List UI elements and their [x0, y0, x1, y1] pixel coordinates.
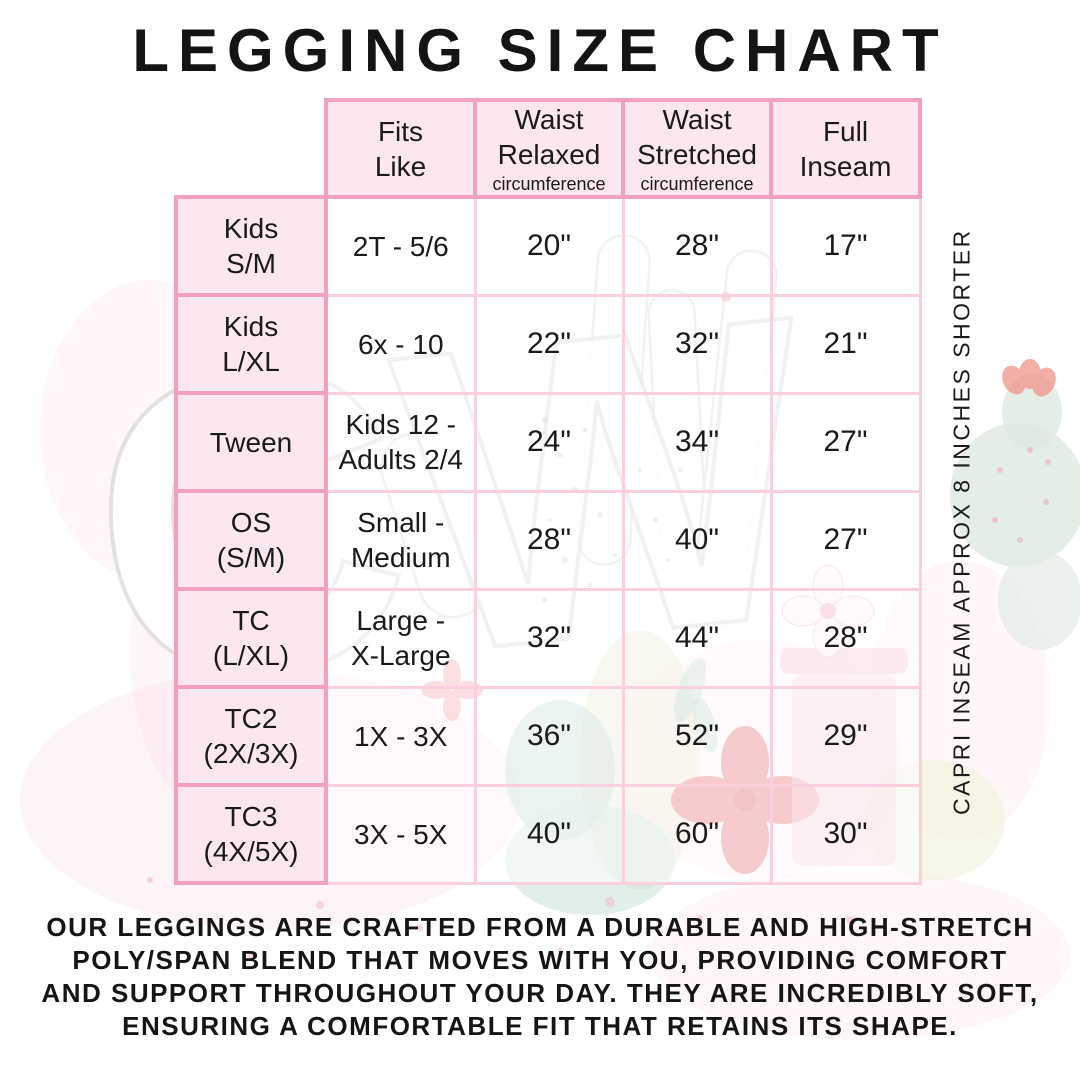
fits-like-cell: Small - Medium: [324, 489, 477, 591]
fits-like-cell: 6x - 10: [324, 293, 477, 395]
table-row: Tween Kids 12 - Adults 2/4 24" 34" 27": [174, 391, 922, 493]
waist-relaxed-cell: 24": [473, 391, 625, 493]
table-row: Kids S/M 2T - 5/6 20" 28" 17": [174, 195, 922, 297]
row-label-line: Kids: [223, 311, 279, 342]
header-line: Waist: [514, 104, 584, 135]
fits-like-cell: 2T - 5/6: [324, 195, 477, 297]
capri-inseam-note: CAPRI INSEAM APPROX 8 INCHES SHORTER: [948, 228, 975, 816]
row-label-line: OS: [230, 507, 272, 538]
table-row: TC (L/XL) Large - X-Large 32" 44" 28": [174, 587, 922, 689]
prickly-pear-watermark-icon: [721, 292, 1080, 650]
row-label-line: (S/M): [216, 542, 286, 573]
waist-relaxed-cell: 20": [473, 195, 625, 297]
row-label-line: S/M: [226, 248, 276, 279]
table-row: OS (S/M) Small - Medium 28" 40" 27": [174, 489, 922, 591]
cell-line: 2T - 5/6: [352, 230, 449, 262]
waist-relaxed-cell: 40": [473, 783, 625, 885]
row-label-kids-lxl: Kids L/XL: [174, 293, 328, 395]
column-header-full-inseam: Full Inseam: [769, 98, 922, 199]
header-line: Stretched: [637, 139, 757, 170]
waist-stretched-cell: 52": [621, 685, 773, 787]
row-label-kids-sm: Kids S/M: [174, 195, 328, 297]
row-label-line: TC2: [224, 703, 278, 734]
row-label-line: (2X/3X): [203, 738, 299, 769]
row-label-os: OS (S/M): [174, 489, 328, 591]
cell-line: X-Large: [350, 640, 451, 671]
cell-line: Kids 12 -: [345, 409, 457, 440]
full-inseam-cell: 27": [769, 489, 922, 591]
cell-line: Large -: [356, 605, 446, 636]
page-title: LEGGING SIZE CHART: [132, 17, 948, 84]
column-header-fits-like: Fits Like: [324, 98, 477, 199]
cell-line: 3X - 5X: [354, 818, 448, 850]
cell-line: Medium: [350, 542, 451, 573]
waist-stretched-cell: 40": [621, 489, 773, 591]
description-line: ENSURING A COMFORTABLE FIT THAT RETAINS …: [122, 1011, 958, 1041]
description-line: POLY/SPAN BLEND THAT MOVES WITH YOU, PRO…: [72, 945, 1008, 975]
cell-line: Small -: [357, 507, 445, 538]
waist-stretched-cell: 60": [621, 783, 773, 885]
corner-spacer: [176, 100, 326, 197]
header-subline: circumference: [640, 174, 754, 194]
product-description: OUR LEGGINGS ARE CRAFTED FROM A DURABLE …: [0, 911, 1080, 1043]
row-label-line: TC: [232, 605, 270, 636]
fits-like-cell: Large - X-Large: [324, 587, 477, 689]
header-line: Waist: [662, 104, 732, 135]
splatter-watermark: [147, 877, 854, 958]
row-label-tc: TC (L/XL): [174, 587, 328, 689]
full-inseam-cell: 17": [769, 195, 922, 297]
column-header-waist-relaxed: Waist Relaxed circumference: [473, 98, 625, 199]
header-line: Inseam: [799, 150, 892, 182]
waist-stretched-cell: 28": [621, 195, 773, 297]
row-label-line: (4X/5X): [203, 836, 299, 867]
waist-relaxed-cell: 36": [473, 685, 625, 787]
row-label-tc2: TC2 (2X/3X): [174, 685, 328, 787]
waist-stretched-cell: 32": [621, 293, 773, 395]
row-label-line: (L/XL): [212, 640, 290, 671]
waist-relaxed-cell: 32": [473, 587, 625, 689]
description-line: OUR LEGGINGS ARE CRAFTED FROM A DURABLE …: [46, 912, 1034, 942]
header-line: Like: [374, 150, 427, 182]
row-label-tc3: TC3 (4X/5X): [174, 783, 328, 885]
row-label-line: Tween: [209, 426, 293, 458]
fits-like-cell: 3X - 5X: [324, 783, 477, 885]
cell-line: Adults 2/4: [338, 444, 464, 475]
table-row: TC3 (4X/5X) 3X - 5X 40" 60" 30": [174, 783, 922, 885]
full-inseam-cell: 29": [769, 685, 922, 787]
row-label-line: Kids: [223, 213, 279, 244]
header-row: Fits Like Waist Relaxed circumference Wa…: [176, 98, 922, 199]
description-line: AND SUPPORT THROUGHOUT YOUR DAY. THEY AR…: [41, 978, 1039, 1008]
row-label-tween: Tween: [174, 391, 328, 493]
waist-stretched-cell: 34": [621, 391, 773, 493]
header-line: Fits: [377, 115, 424, 147]
waist-relaxed-cell: 28": [473, 489, 625, 591]
full-inseam-cell: 28": [769, 587, 922, 689]
header-line: Full: [822, 115, 869, 147]
waist-stretched-cell: 44": [621, 587, 773, 689]
full-inseam-cell: 30": [769, 783, 922, 885]
cell-line: 1X - 3X: [354, 720, 448, 752]
row-label-line: L/XL: [222, 346, 280, 377]
full-inseam-cell: 21": [769, 293, 922, 395]
header-subline: circumference: [492, 174, 606, 194]
table-row: TC2 (2X/3X) 1X - 3X 36" 52" 29": [174, 685, 922, 787]
column-header-waist-stretched: Waist Stretched circumference: [621, 98, 773, 199]
table-row: Kids L/XL 6x - 10 22" 32" 21": [174, 293, 922, 395]
full-inseam-cell: 27": [769, 391, 922, 493]
fits-like-cell: Kids 12 - Adults 2/4: [324, 391, 477, 493]
fits-like-cell: 1X - 3X: [324, 685, 477, 787]
header-line: Relaxed: [497, 139, 601, 170]
waist-relaxed-cell: 22": [473, 293, 625, 395]
legging-size-table: Fits Like Waist Relaxed circumference Wa…: [174, 98, 922, 885]
row-label-line: TC3: [224, 801, 278, 832]
cell-line: 6x - 10: [357, 328, 444, 360]
